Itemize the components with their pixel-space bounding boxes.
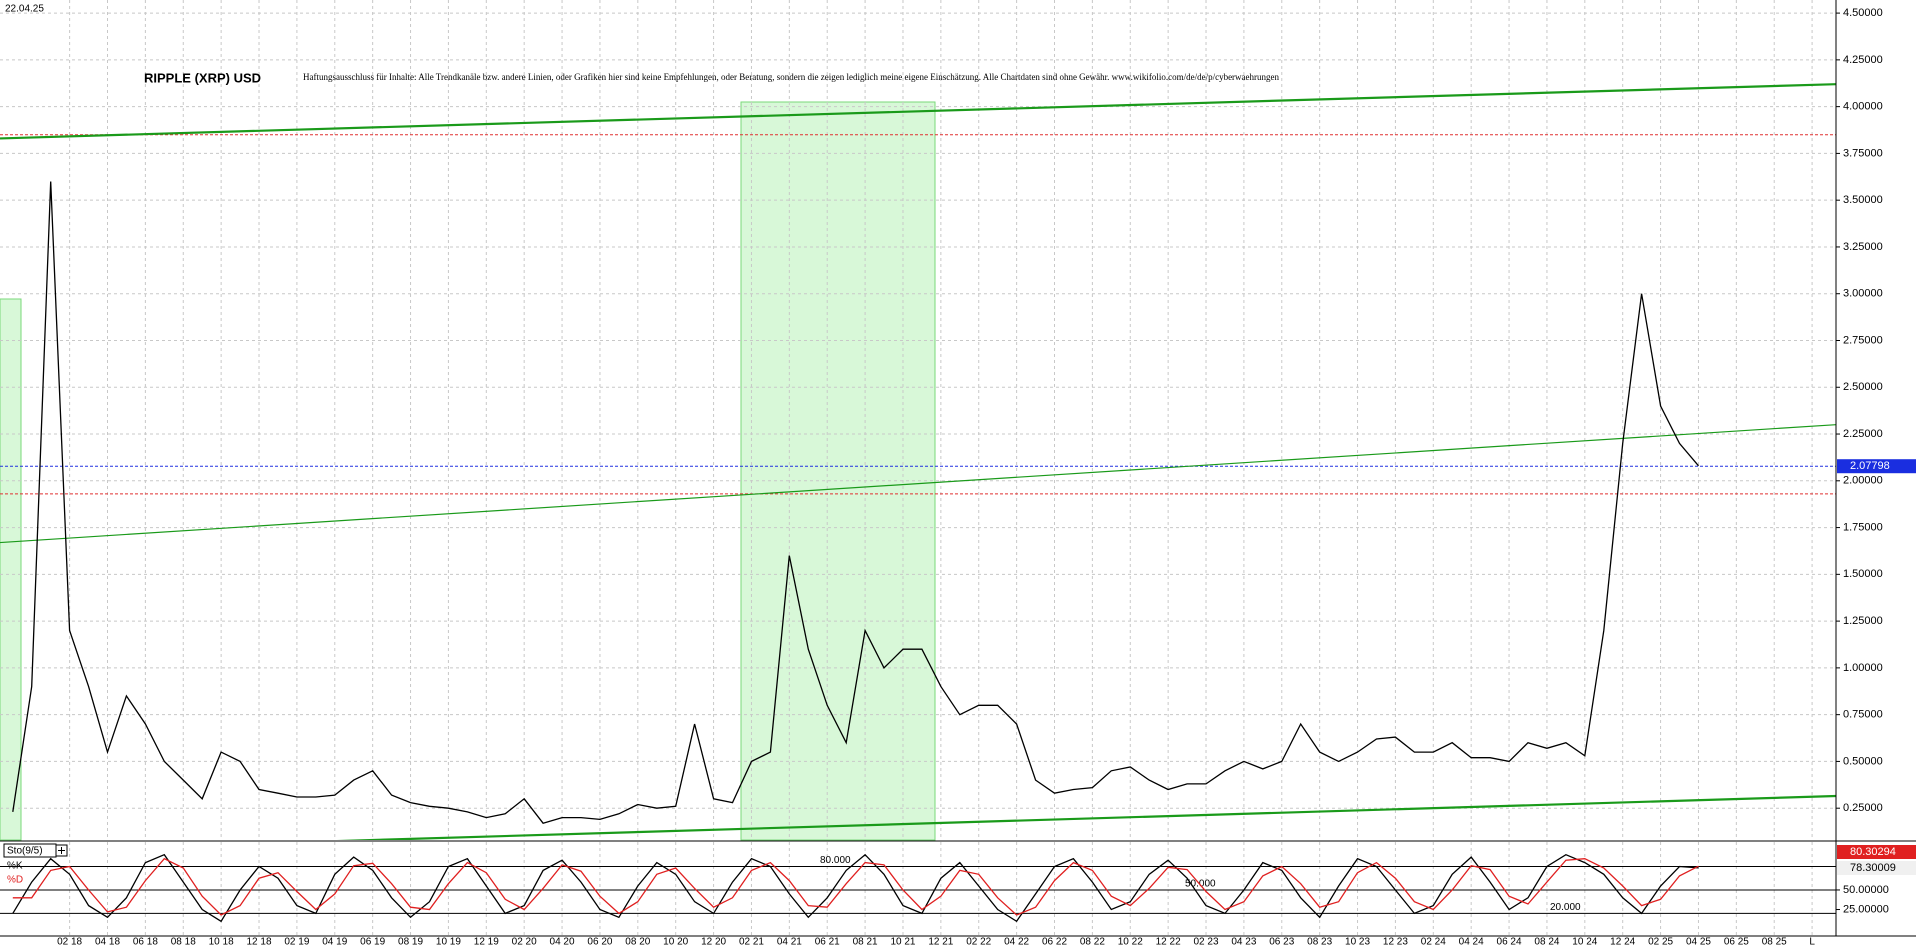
y-tick-label: 3.50000 (1843, 194, 1883, 206)
x-tick-label: 04 20 (550, 937, 575, 948)
x-tick-label: 06 19 (360, 937, 385, 948)
x-tick-label: 08 20 (625, 937, 650, 948)
x-tick-label: 02 19 (284, 937, 309, 948)
y-tick-label: 4.50000 (1843, 7, 1883, 19)
x-tick-label: 08 25 (1762, 937, 1787, 948)
expand-icon (58, 847, 65, 854)
plot-layer (0, 83, 1836, 840)
x-tick-label: 06 25 (1724, 937, 1749, 948)
oscillator-level-label: 80.000 (820, 855, 851, 866)
x-tick-label: L (1809, 937, 1815, 948)
oscillator-title: Sto(9/5) (7, 846, 43, 857)
x-tick-label: 10 21 (890, 937, 915, 948)
trendline (336, 794, 1836, 840)
x-tick-label: 06 18 (133, 937, 158, 948)
x-tick-label: 02 18 (57, 937, 82, 948)
y-tick-label: 1.50000 (1843, 568, 1883, 580)
last-value-label: 80.30294 (1850, 846, 1896, 858)
x-tick-label: 12 20 (701, 937, 726, 948)
x-tick-label: 02 22 (966, 937, 991, 948)
legend-entry: %K (7, 861, 23, 872)
x-tick-label: 02 20 (512, 937, 537, 948)
x-tick-label: 04 22 (1004, 937, 1029, 948)
highlight-zone (0, 298, 22, 841)
price-line (12, 857, 1699, 916)
highlight-zone (740, 101, 936, 841)
oscillator-level-label: 50.000 (1185, 879, 1216, 890)
x-tick-label: 10 19 (436, 937, 461, 948)
y-tick-label: 3.75000 (1843, 147, 1883, 159)
date-label: 22.04.25 (5, 4, 44, 15)
x-tick-label: 04 18 (95, 937, 120, 948)
x-tick-label: 08 21 (853, 937, 878, 948)
y-tick-label: 3.25000 (1843, 241, 1883, 253)
x-tick-label: 12 24 (1610, 937, 1635, 948)
x-tick-label: 04 23 (1231, 937, 1256, 948)
x-tick-label: 12 18 (247, 937, 272, 948)
x-tick-label: 08 22 (1080, 937, 1105, 948)
x-tick-label: 06 23 (1269, 937, 1294, 948)
x-tick-label: 10 18 (209, 937, 234, 948)
x-tick-label: 10 20 (663, 937, 688, 948)
y-tick-label: 2.25000 (1843, 428, 1883, 440)
x-tick-label: 04 19 (322, 937, 347, 948)
y-tick-label: 4.00000 (1843, 101, 1883, 113)
chart-title: RIPPLE (XRP) USD (144, 70, 261, 85)
x-tick-label: 12 23 (1383, 937, 1408, 948)
trendline (0, 424, 1836, 544)
price-line (12, 181, 1699, 824)
trendline (0, 83, 1836, 140)
y-tick-label: 2.00000 (1843, 475, 1883, 487)
y-tick-label: 4.25000 (1843, 54, 1883, 66)
x-tick-label: 04 21 (777, 937, 802, 948)
y-tick-label: 2.50000 (1843, 381, 1883, 393)
x-tick-label: 06 21 (815, 937, 840, 948)
price-line (12, 853, 1699, 923)
oscillator-level-label: 20.000 (1550, 902, 1581, 913)
y-tick-label: 3.00000 (1843, 288, 1883, 300)
y-tick-label: 0.75000 (1843, 709, 1883, 721)
grid-layer (0, 0, 1836, 935)
x-tick-label: 08 24 (1534, 937, 1559, 948)
y-tick-label: 25.00000 (1843, 903, 1889, 915)
x-tick-label: 10 23 (1345, 937, 1370, 948)
x-tick-label: 04 24 (1459, 937, 1484, 948)
x-tick-label: 12 21 (928, 937, 953, 948)
x-tick-label: 08 18 (171, 937, 196, 948)
last-value-label: 78.30009 (1850, 862, 1896, 874)
y-tick-label: 0.50000 (1843, 755, 1883, 767)
y-tick-label: 0.25000 (1843, 802, 1883, 814)
disclaimer: Haftungsausschluss für Inhalte: Alle Tre… (303, 72, 1280, 82)
current-price-label: 2.07798 (1850, 460, 1890, 472)
x-tick-label: 04 25 (1686, 937, 1711, 948)
y-tick-label: 50.00000 (1843, 884, 1889, 896)
y-tick-label: 2.75000 (1843, 334, 1883, 346)
y-tick-label: 1.25000 (1843, 615, 1883, 627)
x-tick-label: 02 23 (1194, 937, 1219, 948)
x-tick-label: 08 19 (398, 937, 423, 948)
x-tick-label: 02 25 (1648, 937, 1673, 948)
x-tick-label: 10 22 (1118, 937, 1143, 948)
x-tick-label: 02 24 (1421, 937, 1446, 948)
x-tick-label: 10 24 (1572, 937, 1597, 948)
last-value-box (1837, 845, 1916, 859)
y-tick-label: 1.00000 (1843, 662, 1883, 674)
x-tick-label: 02 21 (739, 937, 764, 948)
x-tick-label: 12 19 (474, 937, 499, 948)
x-tick-label: 12 22 (1156, 937, 1181, 948)
y-tick-label: 1.75000 (1843, 521, 1883, 533)
last-value-box (1837, 861, 1916, 875)
legend-entry: %D (7, 875, 23, 886)
oscillator-layer: 80.000 50.000 20.000 (0, 853, 1836, 923)
x-tick-label: 06 22 (1042, 937, 1067, 948)
x-tick-label: 06 24 (1497, 937, 1522, 948)
x-tick-label: 08 23 (1307, 937, 1332, 948)
x-tick-label: 06 20 (587, 937, 612, 948)
current-price-box (1837, 459, 1916, 474)
